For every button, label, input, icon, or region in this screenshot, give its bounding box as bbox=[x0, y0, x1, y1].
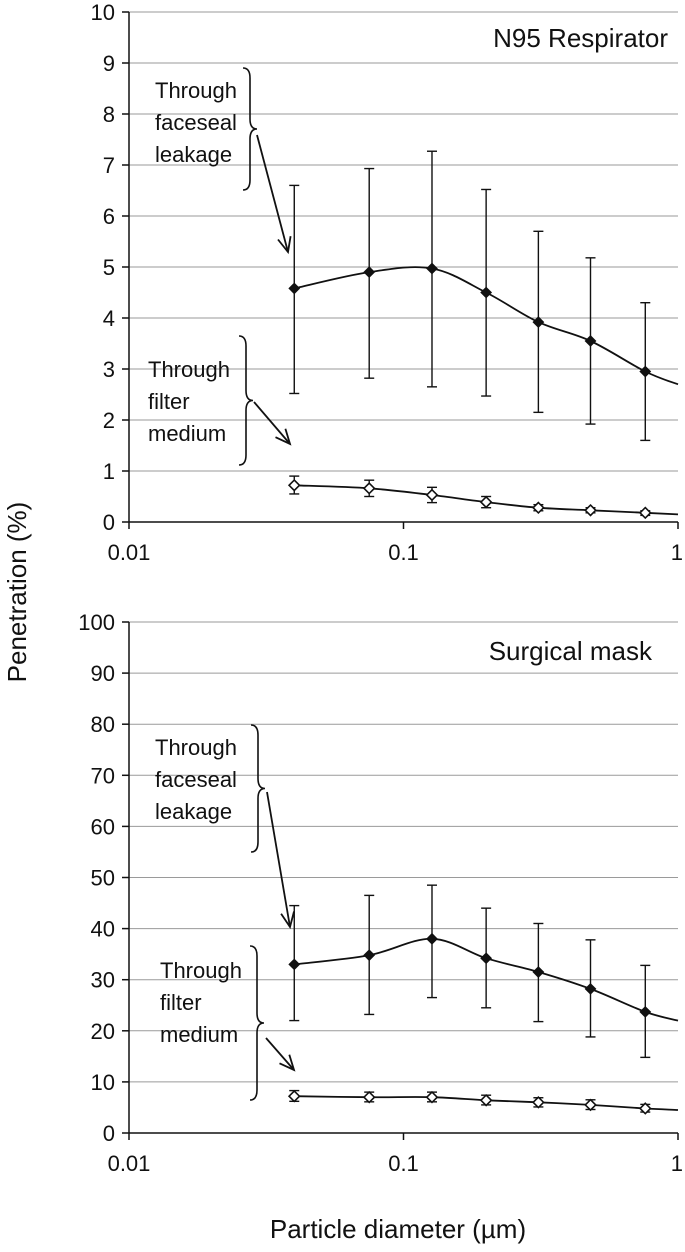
annotation-text: faceseal bbox=[155, 767, 237, 792]
data-point bbox=[362, 482, 376, 495]
annotation-bracket bbox=[242, 67, 258, 191]
y-tick-label: 40 bbox=[91, 917, 115, 942]
annotation-text: Through bbox=[148, 357, 230, 382]
data-point bbox=[532, 1096, 545, 1109]
annotation-arrowhead bbox=[275, 428, 292, 446]
x-tick-label: 1 bbox=[671, 540, 683, 565]
y-tick-label: 100 bbox=[78, 610, 115, 635]
data-point bbox=[480, 952, 493, 965]
data-point bbox=[480, 286, 493, 299]
annotation-arrowhead bbox=[279, 1054, 296, 1072]
y-tick-label: 20 bbox=[91, 1019, 115, 1044]
annotation-text: medium bbox=[148, 421, 226, 446]
annotation-text: faceseal bbox=[155, 110, 237, 135]
annotation-bracket bbox=[250, 724, 266, 853]
y-tick-label: 70 bbox=[91, 763, 115, 788]
annotation-text: Through bbox=[160, 958, 242, 983]
annotation-text: leakage bbox=[155, 142, 232, 167]
y-tick-label: 5 bbox=[103, 255, 115, 280]
y-tick-label: 9 bbox=[103, 51, 115, 76]
y-tick-label: 1 bbox=[103, 459, 115, 484]
data-point bbox=[584, 335, 597, 347]
x-tick-label: 0.01 bbox=[108, 1151, 151, 1176]
data-point bbox=[639, 1005, 652, 1018]
annotation-text: medium bbox=[160, 1022, 238, 1047]
x-tick-label: 0.01 bbox=[108, 540, 151, 565]
data-point bbox=[288, 282, 301, 295]
annotation-text: leakage bbox=[155, 799, 232, 824]
panel-title: N95 Respirator bbox=[493, 23, 668, 53]
annotation-text: Through bbox=[155, 735, 237, 760]
data-point bbox=[426, 262, 438, 275]
data-point bbox=[362, 1090, 376, 1104]
y-tick-label: 90 bbox=[91, 661, 115, 686]
y-tick-label: 2 bbox=[103, 408, 115, 433]
y-tick-label: 30 bbox=[91, 968, 115, 993]
y-axis-title: Penetration (%) bbox=[2, 502, 32, 683]
panel-n95: 0 1 2 3 4 5 6 7 8 9 10 0.01 0.1 1 N95 Respirator Throug… bbox=[91, 0, 683, 565]
annotation-arrowhead bbox=[277, 236, 292, 255]
annotation-arrow bbox=[256, 134, 289, 253]
panel-title: Surgical mask bbox=[489, 636, 653, 666]
y-tick-label: 50 bbox=[91, 866, 115, 891]
y-tick-label: 7 bbox=[103, 153, 115, 178]
annotation-bracket bbox=[249, 945, 265, 1101]
x-tick-label: 0.1 bbox=[388, 1151, 419, 1176]
data-point bbox=[532, 966, 545, 978]
y-tick-label: 6 bbox=[103, 204, 115, 229]
x-tick-label: 1 bbox=[671, 1151, 683, 1176]
data-point bbox=[426, 932, 438, 945]
y-tick-label: 10 bbox=[91, 0, 115, 25]
y-tick-label: 8 bbox=[103, 102, 115, 127]
y-tick-label: 80 bbox=[91, 712, 115, 737]
data-point bbox=[532, 501, 545, 515]
y-tick-label: 60 bbox=[91, 814, 115, 839]
x-tick-label: 0.1 bbox=[388, 540, 419, 565]
y-tick-label: 10 bbox=[91, 1070, 115, 1095]
y-tick-label: 4 bbox=[103, 306, 115, 331]
data-point bbox=[584, 503, 597, 517]
annotation-arrowhead bbox=[280, 911, 295, 930]
data-point bbox=[287, 1089, 301, 1103]
annotation-text: filter bbox=[148, 389, 190, 414]
annotation-arrow bbox=[266, 791, 291, 928]
data-point bbox=[288, 958, 301, 971]
annotation-text: Through bbox=[155, 78, 237, 103]
data-point bbox=[425, 1090, 439, 1104]
panel-surgical-mask: 0 10 20 30 40 50 60 70 80 90 100 0.01 0.1 1 Surgical m… bbox=[78, 610, 683, 1176]
data-point bbox=[638, 506, 652, 520]
data-point bbox=[363, 266, 376, 279]
data-point bbox=[479, 495, 493, 509]
annotation-arrow bbox=[253, 401, 291, 445]
data-point bbox=[639, 365, 652, 378]
y-tick-label: 0 bbox=[103, 510, 115, 535]
annotation-arrow bbox=[265, 1037, 295, 1071]
annotation-text: filter bbox=[160, 990, 202, 1015]
data-point bbox=[638, 1102, 652, 1115]
y-tick-label: 3 bbox=[103, 357, 115, 382]
y-tick-label: 0 bbox=[103, 1121, 115, 1146]
data-point bbox=[532, 316, 545, 328]
data-point bbox=[479, 1093, 493, 1107]
data-point bbox=[287, 478, 301, 492]
annotation-bracket bbox=[238, 335, 254, 466]
data-point bbox=[584, 1098, 597, 1112]
x-axis-title: Particle diameter (µm) bbox=[270, 1214, 526, 1244]
data-point bbox=[363, 949, 376, 962]
data-point bbox=[425, 488, 439, 502]
data-point bbox=[584, 982, 597, 995]
